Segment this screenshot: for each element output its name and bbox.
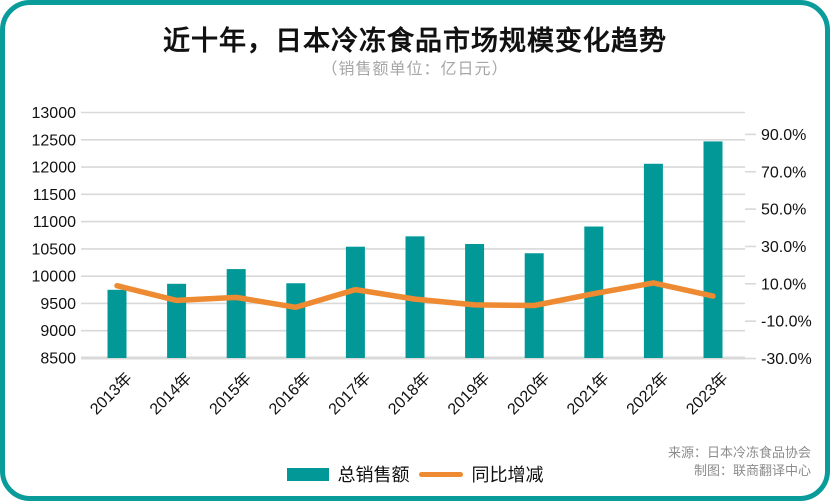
legend-bar-label: 总销售额 [337, 465, 410, 485]
legend-line-label: 同比增减 [471, 465, 544, 485]
bar-2016年 [286, 283, 306, 358]
legend-line-swatch [418, 471, 463, 477]
chart-canvas: 13000 12500 12000 11500 11000 10500 10000 9500 9… [32, 105, 812, 418]
legend-bar-swatch [286, 467, 329, 481]
right-axis-tick-label: 50.0% [761, 202, 806, 219]
x-axis-tick-label: 2018年 [385, 369, 434, 418]
x-axis-tick-label: 2014年 [146, 369, 195, 418]
x-axis-tick-label: 2022年 [623, 369, 672, 418]
left-axis-tick-label: 13000 [32, 105, 77, 122]
x-axis-tick-label: 2020年 [504, 369, 553, 418]
left-axis-tick-label: 10000 [32, 269, 77, 286]
bar-2013年 [107, 289, 127, 358]
x-axis-tick-label: 2013年 [87, 369, 136, 418]
x-axis-tick-label: 2016年 [265, 369, 314, 418]
left-axis-tick-label: 9000 [40, 323, 76, 340]
x-axis-tick-label: 2023年 [683, 369, 732, 418]
right-axis-tick-label: -30.0% [761, 351, 812, 368]
right-axis-tick-label: 10.0% [761, 276, 806, 293]
source-line: 来源：日本冷冻食品协会 [667, 445, 811, 460]
chart-title: 近十年，日本冷冻食品市场规模变化趋势 [163, 26, 667, 56]
source-note: 来源：日本冷冻食品协会 制图：联商翻译中心 [668, 444, 811, 480]
bar-2014年 [167, 283, 187, 358]
right-axis-tick-label: 30.0% [761, 239, 806, 256]
right-axis-tick-label: 70.0% [761, 164, 806, 181]
left-axis-tick-label: 12500 [32, 132, 77, 149]
left-axis-tick-label: 11500 [33, 187, 76, 204]
bar-2017年 [345, 246, 365, 358]
chart-subtitle: （销售额单位：亿日元） [321, 61, 509, 78]
left-axis-tick-label: 8500 [40, 351, 76, 368]
bar-2015年 [226, 269, 246, 358]
x-axis-tick-label: 2017年 [325, 369, 374, 418]
left-axis-tick-label: 11000 [33, 214, 76, 231]
left-axis-tick-label: 9500 [40, 296, 76, 313]
x-axis-tick-label: 2021年 [563, 369, 612, 418]
chart-legend: 总销售额 同比增减 [5, 461, 825, 487]
right-axis-tick-label: -10.0% [761, 314, 812, 331]
bar-2022年 [643, 163, 663, 358]
x-axis-tick-label: 2015年 [206, 369, 255, 418]
bar-2019年 [465, 243, 485, 358]
left-axis-tick-label: 10500 [32, 241, 77, 258]
right-axis-tick-label: 90.0% [761, 127, 806, 144]
bar-2023年 [703, 141, 723, 358]
x-axis-tick-label: 2019年 [444, 369, 493, 418]
left-axis-tick-label: 12000 [32, 160, 77, 177]
credit-line: 制图：联商翻译中心 [693, 463, 811, 478]
yoy-line [114, 280, 716, 311]
